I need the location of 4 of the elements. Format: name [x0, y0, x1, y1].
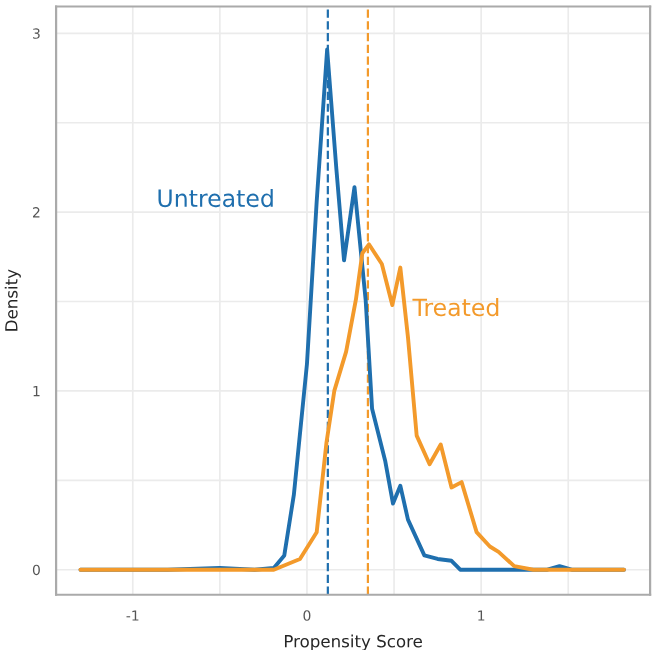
- series-label: Untreated: [158, 188, 273, 208]
- y-axis-title: Density: [4, 269, 21, 331]
- x-axis-title: Propensity Score: [284, 634, 422, 650]
- series-label: Treated: [412, 297, 499, 317]
